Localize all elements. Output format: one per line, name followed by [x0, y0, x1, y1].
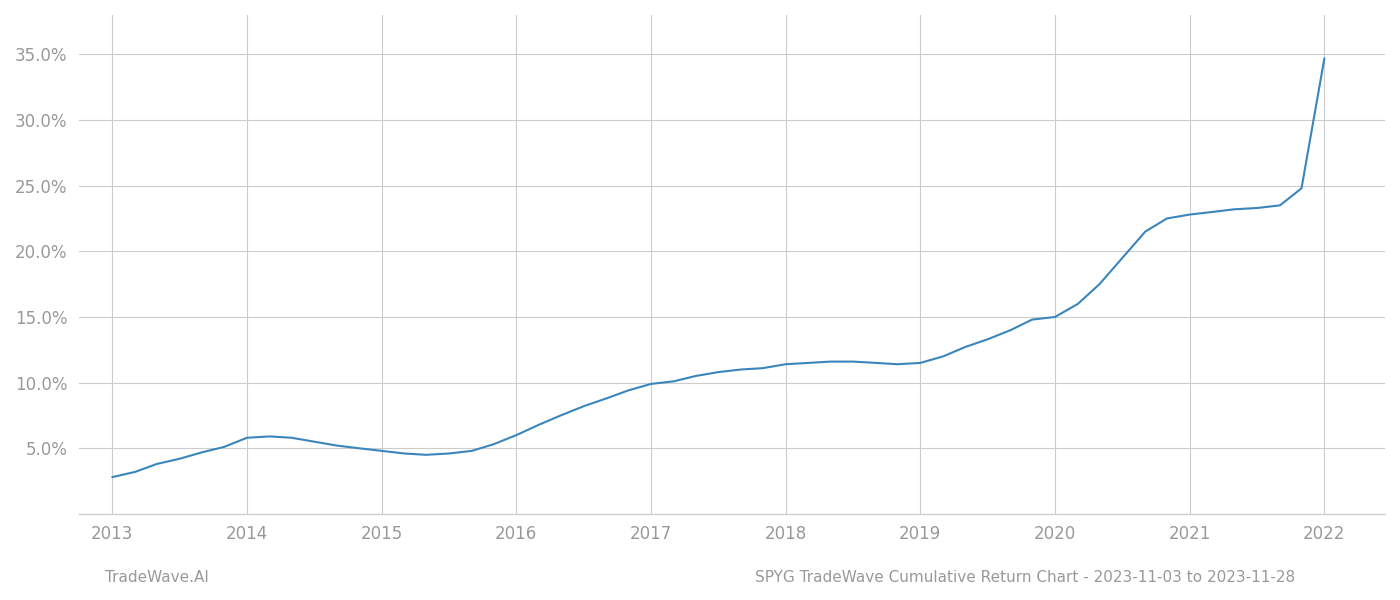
Text: SPYG TradeWave Cumulative Return Chart - 2023-11-03 to 2023-11-28: SPYG TradeWave Cumulative Return Chart -…	[755, 570, 1295, 585]
Text: TradeWave.AI: TradeWave.AI	[105, 570, 209, 585]
